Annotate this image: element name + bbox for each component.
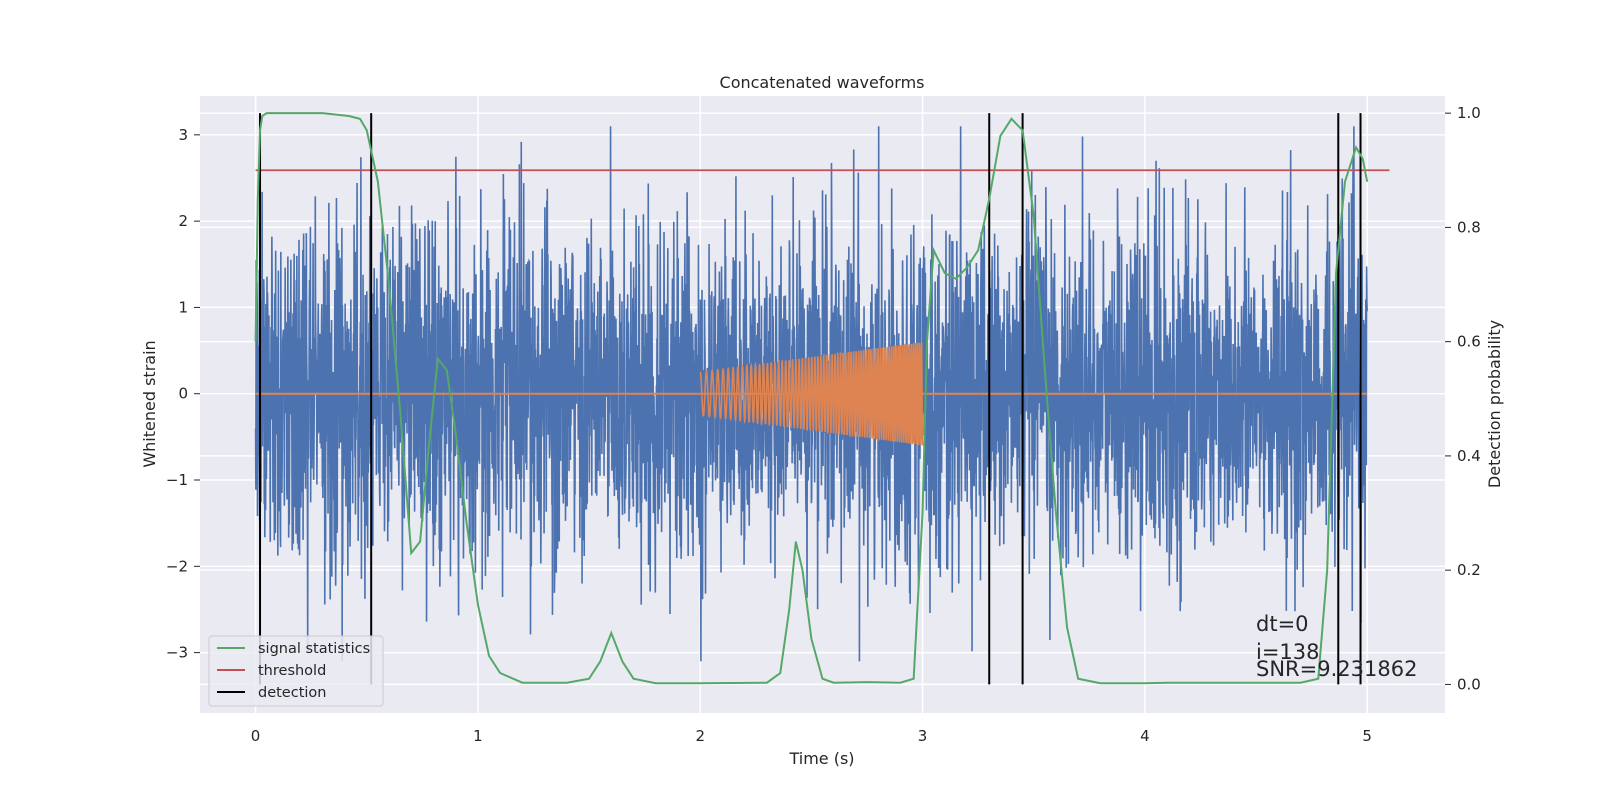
- y-tick-label-6: 3: [178, 126, 188, 144]
- y-right-tick-label-2: 0.4: [1457, 447, 1481, 465]
- series-injection: [699, 342, 924, 446]
- x-tick-label-1: 1: [473, 727, 483, 745]
- y-axis-right: 0.0 0.2 0.4 0.6 0.8 1.0: [1445, 104, 1481, 693]
- legend-box: [208, 635, 384, 707]
- annotation-dt: dt=0: [1256, 612, 1309, 636]
- y-tick-label-0: −3: [166, 644, 188, 662]
- overlay: [254, 112, 1390, 685]
- y-tick-label-4: 1: [178, 298, 188, 316]
- y-axis-left: −3 −2 −1 0 1 2 3: [166, 126, 200, 662]
- x-tick-label-5: 5: [1362, 727, 1372, 745]
- legend-label-signal-statistics: signal statistics: [258, 641, 370, 657]
- x-axis: 0 1 2 3 4 5: [251, 727, 1372, 745]
- x-tick-label-3: 3: [918, 727, 928, 745]
- legend-label-detection: detection: [258, 685, 326, 701]
- x-tick-label-4: 4: [1140, 727, 1150, 745]
- y-right-tick-label-3: 0.6: [1457, 333, 1481, 351]
- chart-title: Concatenated waveforms: [720, 73, 925, 92]
- y-tick-label-5: 2: [178, 212, 188, 230]
- legend-label-threshold: threshold: [258, 663, 326, 679]
- x-axis-label: Time (s): [788, 749, 854, 768]
- series-signal-statistics: [254, 112, 1369, 685]
- x-tick-label-2: 2: [695, 727, 705, 745]
- x-tick-label-0: 0: [251, 727, 261, 745]
- y-right-tick-label-5: 1.0: [1457, 104, 1481, 122]
- y-tick-label-1: −2: [166, 557, 188, 575]
- y-tick-label-2: −1: [166, 471, 188, 489]
- y-tick-label-3: 0: [178, 385, 188, 403]
- series-noise: [254, 126, 1368, 662]
- y-right-tick-label-1: 0.2: [1457, 561, 1481, 579]
- y-right-tick-label-0: 0.0: [1457, 675, 1481, 693]
- annotation-i: i=138: [1256, 640, 1320, 664]
- y-axis-label: Whitened strain: [140, 340, 159, 467]
- noise-layer: [254, 126, 1368, 662]
- legend: signal statistics threshold detection: [208, 635, 384, 707]
- y-right-tick-label-4: 0.8: [1457, 218, 1481, 236]
- y-axis-right-label: Detection probability: [1485, 320, 1504, 488]
- annotation-snr: SNR=9.231862: [1256, 657, 1417, 681]
